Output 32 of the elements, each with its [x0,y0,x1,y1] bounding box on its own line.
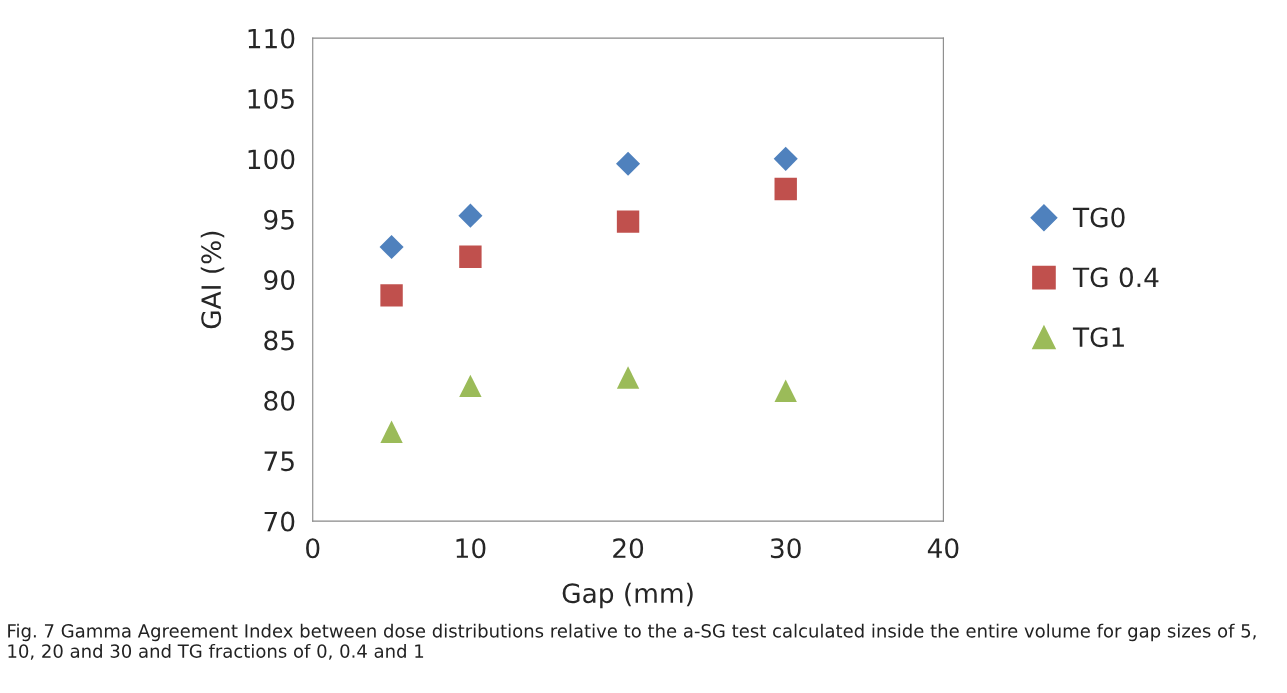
y-tick-label: 90 [264,270,295,291]
legend-label: TG1 [1072,327,1124,348]
point [459,245,482,268]
legend-label: TG0 [1072,207,1125,228]
caption: Fig. 7 Gamma Agreement Index between dose distributions relative to the a-SG test calculated inside the entire volume for gap sizes of 5, 10, 20 and 30 and TG fractions of 0, 0.4 and 1 [8,623,1256,660]
y-tick-label: 105 [248,88,294,109]
x-tick-label: 30 [770,538,801,559]
point [380,420,403,443]
point [616,210,640,233]
point [774,379,797,402]
x-tick-label: 20 [613,538,644,559]
point [458,203,483,228]
y-tick-label: 100 [248,149,295,170]
y-tick-label: 95 [264,209,294,230]
point [459,374,482,398]
y-tick-label: 80 [264,390,295,411]
point [379,234,404,260]
point [380,284,403,307]
x-axis-title: Gap (mm) [562,582,693,609]
point [773,146,798,171]
point [616,151,641,176]
point [616,366,640,389]
x-tick-label: 0 [306,538,320,559]
x-tick-label: 10 [456,538,486,559]
legend-label: TG 0.4 [1072,267,1159,288]
y-tick-label: 85 [264,330,294,351]
y-axis-title: GAI (%) [200,231,225,329]
y-tick-label: 70 [264,511,295,532]
x-tick-label: 40 [927,538,959,559]
y-tick-label: 110 [248,28,295,49]
point [774,177,797,201]
y-tick-label: 75 [264,451,294,472]
